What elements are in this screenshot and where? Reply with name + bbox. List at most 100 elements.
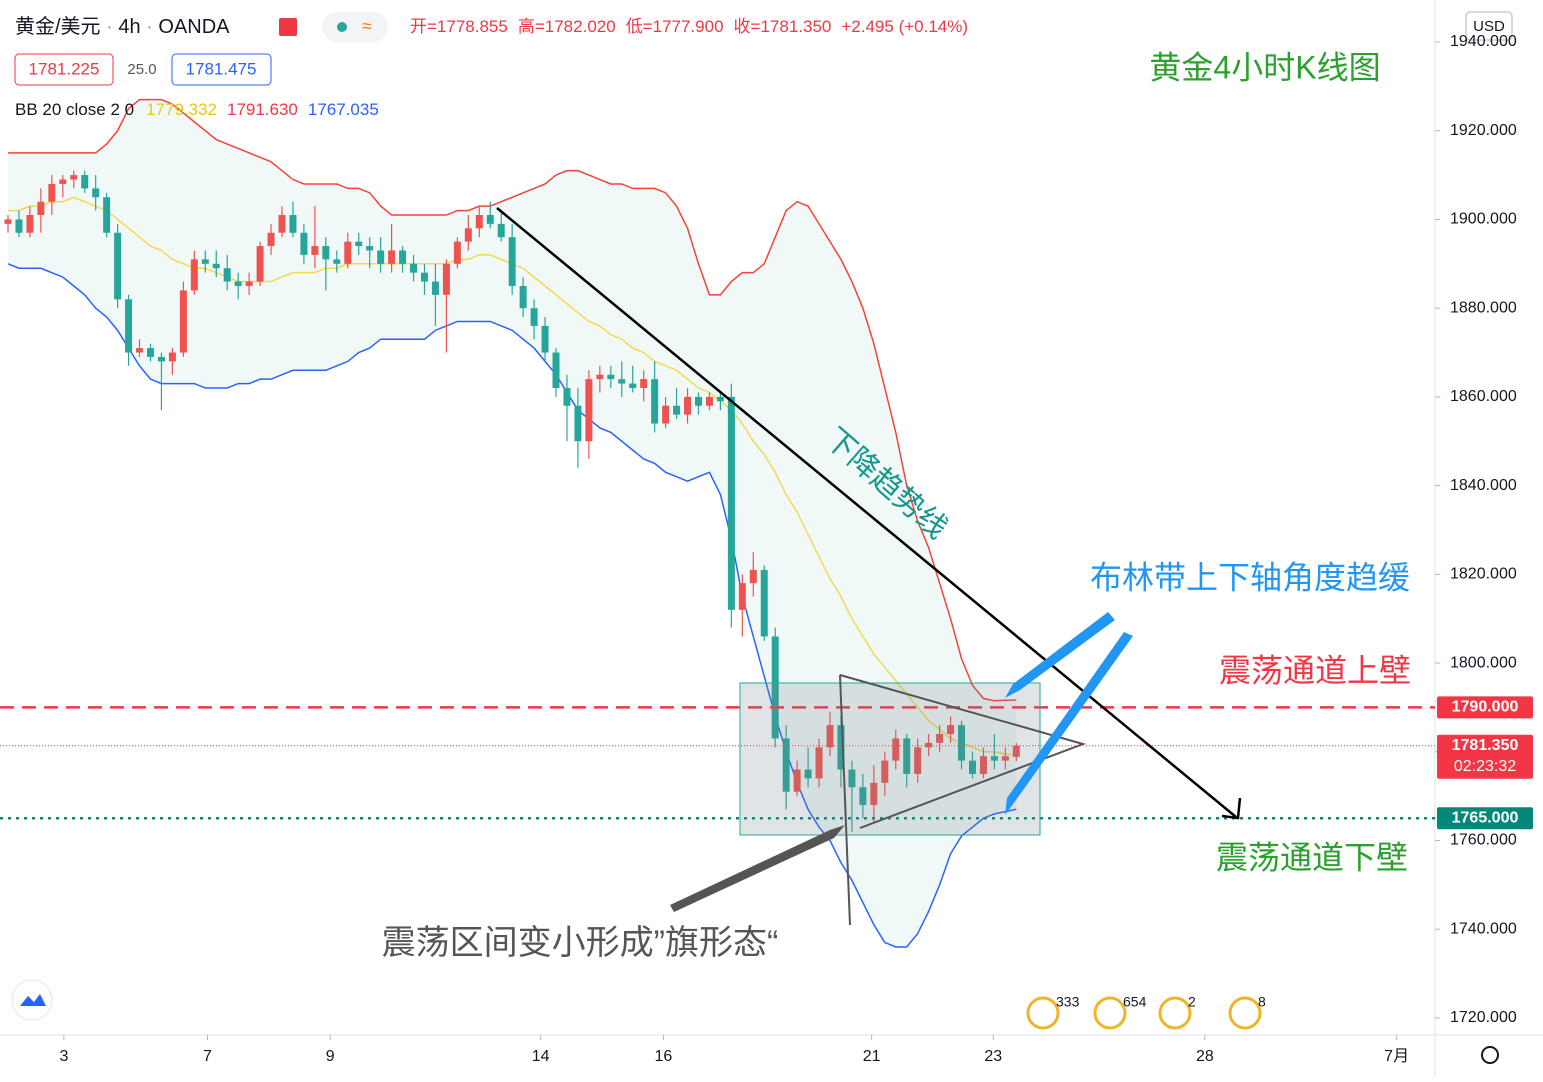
status-pill[interactable] — [322, 12, 388, 42]
flag-pole — [839, 674, 851, 926]
candle-body — [431, 281, 439, 295]
candle-body — [596, 374, 604, 380]
candle-body — [322, 246, 330, 260]
candle-body — [881, 760, 889, 783]
candle-body — [684, 396, 692, 415]
candle-body — [410, 263, 418, 273]
event-count: 654 — [1123, 994, 1147, 1010]
candle-body — [629, 383, 637, 389]
arrow — [670, 825, 845, 912]
spread: 25.0 — [127, 61, 156, 78]
candle-body — [705, 396, 713, 406]
legend: 黄金/美元 · 4h · OANDA ≈ 开=1778.855 高=1782.02… — [11, 11, 1533, 1065]
candle-body — [848, 769, 856, 788]
candle-body — [355, 241, 363, 247]
candle-body — [92, 188, 100, 198]
candle-body — [146, 348, 154, 357]
price-label-box — [1437, 734, 1533, 779]
candle-body — [399, 250, 407, 264]
ask-box[interactable] — [171, 53, 272, 86]
y-tick-label: 1720.000 — [1450, 1009, 1517, 1026]
x-tick-label: 28 — [1196, 1048, 1214, 1065]
price-label: 1790.000 — [1452, 699, 1519, 716]
candle-body — [618, 379, 626, 384]
candle-body — [859, 787, 867, 805]
arrow — [1005, 612, 1115, 698]
bid-box[interactable] — [14, 53, 114, 86]
candle-body — [782, 738, 790, 792]
candle-body — [48, 183, 56, 202]
y-tick-label: 1760.000 — [1450, 832, 1517, 849]
candle-body — [289, 215, 297, 233]
y-tick-label: 1940.000 — [1450, 33, 1517, 50]
candle-body — [727, 396, 735, 610]
range-box — [739, 682, 1041, 836]
candle-body — [607, 374, 615, 380]
indicator-value: 1791.630 — [227, 100, 298, 119]
x-tick-label: 3 — [59, 1048, 68, 1065]
y-tick-label: 1900.000 — [1450, 211, 1517, 228]
candle-body — [103, 197, 111, 233]
candle-body — [333, 259, 341, 264]
candle-body — [914, 747, 922, 774]
candle-body — [837, 725, 845, 770]
candle-body — [530, 308, 538, 326]
candle-body — [212, 263, 220, 269]
x-tick-label: 9 — [326, 1048, 335, 1065]
ohlc: 开=1778.855 高=1782.020 低=1777.900 收=1781.350… — [410, 17, 968, 36]
candle-body — [179, 290, 187, 353]
trend-line — [496, 207, 1237, 818]
ohlc-value: 低=1777.900 — [626, 17, 724, 36]
event-count: 333 — [1056, 994, 1080, 1010]
candle-body — [136, 348, 144, 353]
band-fill — [8, 99, 1017, 947]
arrow — [1005, 632, 1133, 815]
annotation: 震荡通道上壁 — [1219, 652, 1411, 688]
candle-body — [771, 636, 779, 739]
annotation: 布林带上下轴角度趋缓 — [1090, 559, 1410, 595]
band-upper — [8, 98, 1017, 702]
x-tick-label: 7月 — [1384, 1048, 1409, 1065]
candle-body — [968, 760, 976, 774]
candle-body — [1012, 745, 1020, 757]
flag-icon[interactable] — [279, 18, 297, 36]
candle-body — [738, 583, 746, 610]
x-tick-label: 21 — [863, 1048, 881, 1065]
candle-body — [519, 285, 527, 309]
candle-body — [388, 250, 396, 264]
currency-box[interactable] — [1465, 11, 1513, 41]
ohlc-value: 开=1778.855 — [410, 17, 508, 36]
ohlc-value: 收=1781.350 — [734, 17, 832, 36]
candle-body — [892, 738, 900, 761]
x-tick-label: 14 — [532, 1048, 550, 1065]
settings-icon[interactable] — [1481, 1046, 1499, 1064]
candle-body — [990, 756, 998, 761]
x-tick-label: 23 — [984, 1048, 1002, 1065]
y-tick-label: 1800.000 — [1450, 654, 1517, 671]
candle-body — [278, 215, 286, 233]
countdown: 02:23:32 — [1454, 758, 1516, 775]
candle-body — [673, 405, 681, 415]
candle-body — [651, 379, 659, 424]
candle-body — [585, 379, 593, 442]
indicator-name: BB 20 close 2 0 — [15, 100, 134, 119]
event-icon — [1158, 996, 1192, 1030]
candle-body — [541, 325, 549, 353]
candle-body — [267, 232, 275, 247]
candle-body — [114, 232, 122, 300]
candle-body — [366, 246, 374, 251]
x-tick-label: 7 — [203, 1048, 212, 1065]
candle-body — [420, 272, 428, 282]
event-count: 8 — [1258, 994, 1266, 1010]
x-tick-label: 16 — [655, 1048, 673, 1065]
candle-body — [234, 281, 242, 286]
candle-body — [760, 569, 768, 637]
candle-body — [15, 219, 23, 233]
y-tick-label: 1860.000 — [1450, 388, 1517, 405]
event-icon — [1093, 996, 1127, 1030]
candle-body — [464, 228, 472, 242]
flag-triangle — [839, 674, 1087, 829]
candle-body — [640, 379, 648, 389]
